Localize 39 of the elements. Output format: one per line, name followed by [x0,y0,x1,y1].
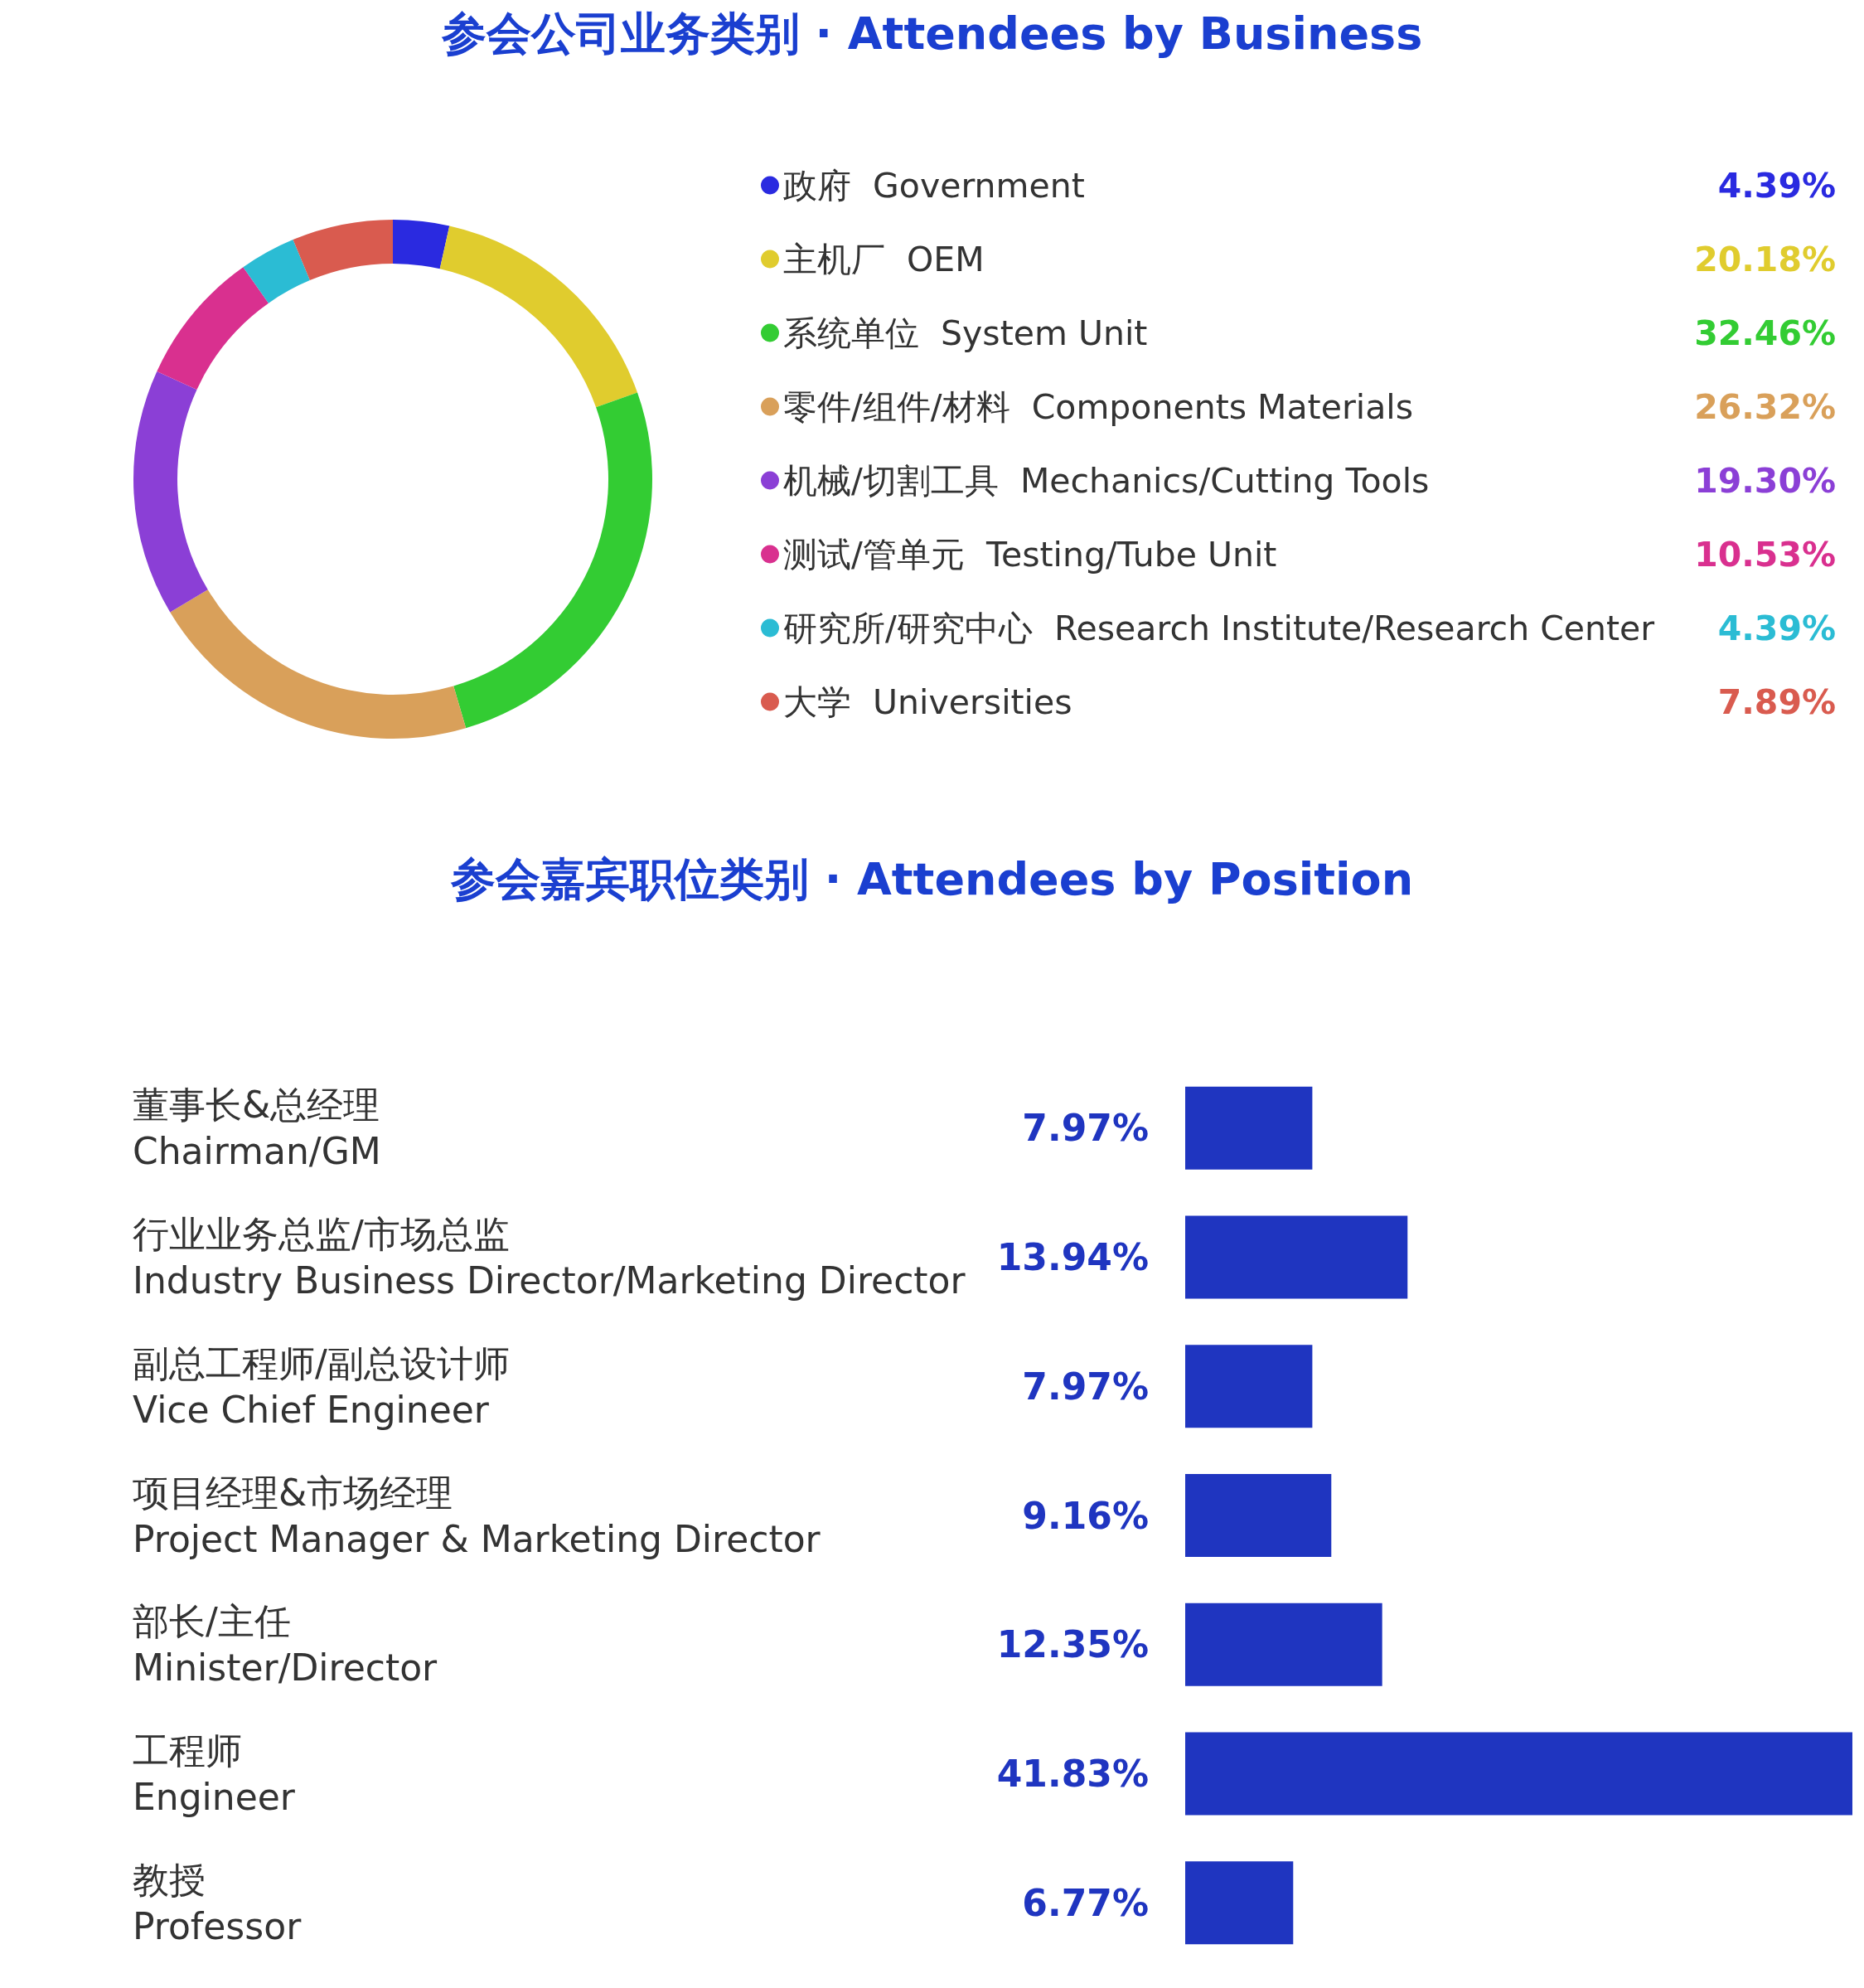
bar [1185,1603,1382,1686]
data-label: 6.77% [1022,1881,1149,1924]
bar [1185,1474,1332,1557]
y-tick-label: 项目经理&市场经理 Project Manager & Marketing Director [133,1471,821,1560]
data-label: 20.18% [1694,239,1836,279]
data-label: 9.16% [1022,1494,1149,1537]
data-label: 10.53% [1694,534,1836,575]
data-label: 32.46% [1694,313,1836,353]
data-label: 13.94% [996,1236,1149,1279]
bar [1185,1345,1313,1428]
bar [1185,1215,1408,1299]
y-tick-label: 副总工程师/副总设计师 Vice Chief Engineer [133,1341,510,1431]
chart-title: 参会公司业务类别 · Attendees by Business [440,7,1423,60]
legend-label: 机械/切割工具 Mechanics/Cutting Tools [783,460,1430,501]
legend-label: 主机厂 OEM [783,239,985,279]
chart-title: 参会嘉宾职位类别 · Attendees by Position [449,852,1414,905]
legend-label: 大学 Universities [783,681,1072,722]
data-label: 7.97% [1022,1365,1149,1408]
legend-label: 零件/组件/材料 Components Materials [783,386,1414,427]
legend-label: 系统单位 System Unit [783,313,1148,353]
y-tick-label: 董事长&总经理 Chairman/GM [133,1084,381,1173]
y-tick-label: 部长/主任 Minister/Director [133,1600,438,1690]
data-label: 7.89% [1717,681,1836,722]
data-label: 19.30% [1694,460,1836,501]
data-label: 12.35% [996,1623,1149,1666]
y-tick-label: 工程师 Engineer [133,1729,296,1818]
bar [1185,1861,1294,1945]
data-label: 26.32% [1694,386,1836,427]
legend-label: 政府 Government [783,165,1085,206]
data-label: 4.39% [1717,608,1836,648]
data-label: 7.97% [1022,1107,1149,1150]
data-label: 41.83% [996,1752,1149,1795]
y-tick-label: 教授 Professor [133,1858,303,1947]
legend-label: 研究所/研究中心 Research Institute/Research Center [783,608,1655,648]
legend-label: 测试/管单元 Testing/Tube Unit [783,534,1277,575]
bar [1185,1732,1852,1816]
y-tick-label: 行业业务总监/市场总监 Industry Business Director/Marketing Director [133,1213,966,1302]
data-label: 4.39% [1717,165,1836,206]
bar [1185,1086,1313,1170]
